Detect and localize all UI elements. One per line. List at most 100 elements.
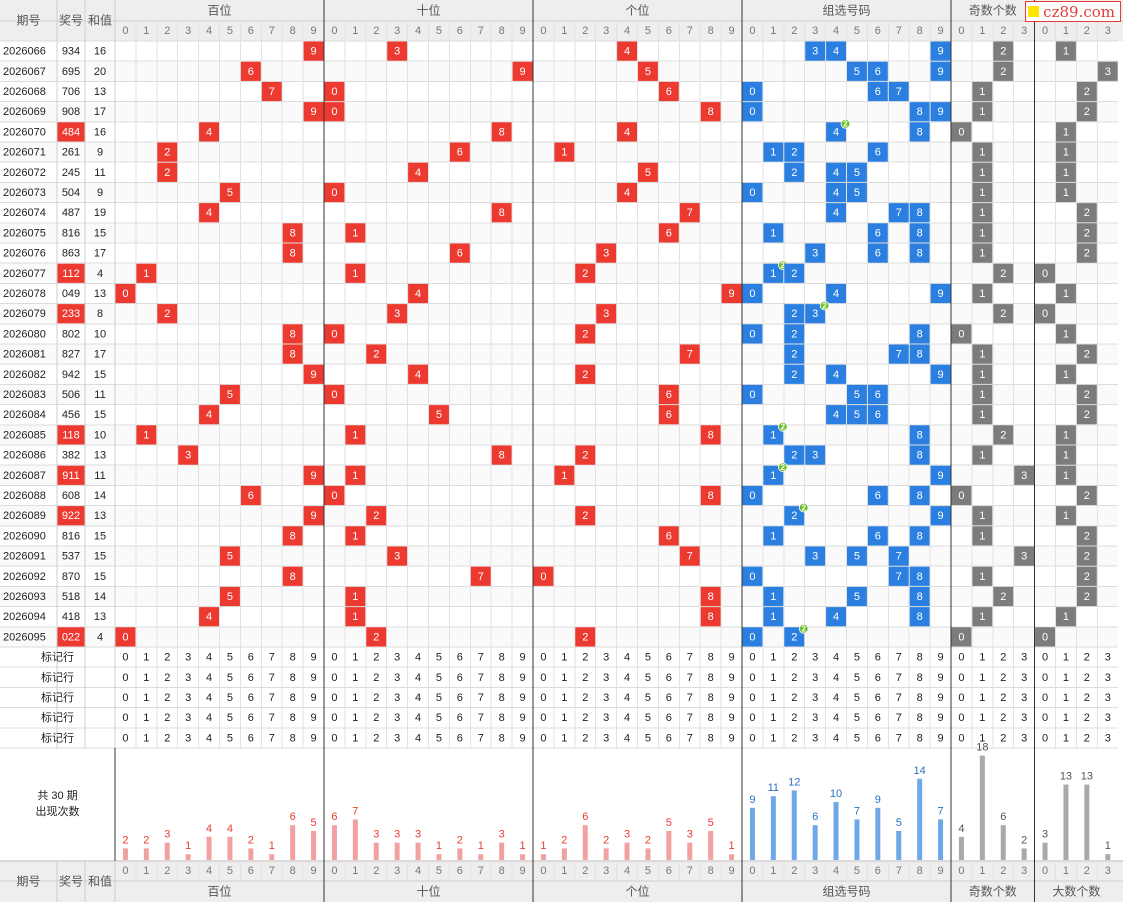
marker-cell: 0 xyxy=(749,732,755,744)
stat-value-odd: 2 xyxy=(1021,834,1027,846)
hit-tens-label: 4 xyxy=(415,288,421,300)
marker-cell: 2 xyxy=(582,672,588,684)
hit-group xyxy=(930,102,951,122)
hit-hundreds-label: 6 xyxy=(248,490,254,502)
hit-hundreds-label: 8 xyxy=(290,248,296,260)
hit-hundreds xyxy=(157,162,178,182)
hit-big-count xyxy=(1076,203,1097,223)
marker-row-label: 标记行 xyxy=(41,670,74,684)
stat-value-odd: 4 xyxy=(958,823,964,835)
hit-group xyxy=(784,162,805,182)
marker-cell: 0 xyxy=(749,652,755,664)
marker-cell: 0 xyxy=(958,672,964,684)
hit-hundreds xyxy=(303,465,324,485)
hit-big-count-label: 1 xyxy=(1063,46,1069,58)
row-prize: 487 xyxy=(62,207,80,219)
marker-cell: 1 xyxy=(143,652,149,664)
row-sum: 16 xyxy=(94,126,106,138)
row-prize: 870 xyxy=(62,571,80,583)
stat-value-units: 5 xyxy=(666,817,672,829)
marker-cell: 1 xyxy=(770,692,776,704)
stat-bar-big xyxy=(1063,784,1069,860)
marker-cell: 2 xyxy=(791,692,797,704)
stat-value-units: 2 xyxy=(603,834,609,846)
stat-bar-hundreds xyxy=(269,854,275,860)
stat-value-tens: 7 xyxy=(352,805,358,817)
marker-cell: 6 xyxy=(666,732,672,744)
header-col-tens-1: 1 xyxy=(352,25,358,37)
hit-big-count-label: 2 xyxy=(1084,490,1090,502)
hit-units-label: 8 xyxy=(708,429,714,441)
stat-value-hundreds: 2 xyxy=(122,834,128,846)
footer-col-hundreds-7: 7 xyxy=(269,865,275,877)
hit-tens-label: 1 xyxy=(352,429,358,441)
hit-tens-label: 5 xyxy=(436,409,442,421)
hit-group-label: 8 xyxy=(917,571,923,583)
hit-hundreds xyxy=(136,263,157,283)
repeat-badge xyxy=(777,462,788,473)
row-sum: 11 xyxy=(94,167,105,179)
hit-group-label: 9 xyxy=(937,470,943,482)
hit-hundreds xyxy=(261,81,282,102)
hit-tens xyxy=(324,485,345,506)
stat-bar-units xyxy=(666,831,672,860)
header-col-tens-0: 0 xyxy=(331,25,337,37)
marker-cell: 9 xyxy=(728,732,734,744)
hit-hundreds xyxy=(303,506,324,526)
marker-cell: 0 xyxy=(331,712,337,724)
stat-bar-group xyxy=(833,802,839,860)
hit-group-label: 2 xyxy=(791,349,797,361)
site-logo[interactable]: cz89.com xyxy=(1025,1,1121,22)
hit-tens xyxy=(387,304,408,324)
hit-hundreds-label: 3 xyxy=(185,450,191,462)
stat-bar-tens xyxy=(457,848,463,860)
hit-hundreds-label: 0 xyxy=(122,631,128,643)
hit-big-count xyxy=(1035,304,1055,324)
hit-group-label: 8 xyxy=(917,591,923,603)
stat-bar-units xyxy=(729,854,735,860)
hit-tens xyxy=(345,223,366,243)
row-prize: 112 xyxy=(62,268,80,280)
header-col-group-9: 9 xyxy=(937,25,943,37)
stat-value-tens: 3 xyxy=(499,829,505,841)
hit-big-count-label: 2 xyxy=(1084,248,1090,260)
marker-cell: 1 xyxy=(979,692,985,704)
row-sum: 10 xyxy=(94,328,106,340)
hit-group-label: 6 xyxy=(875,86,881,98)
stat-bar-hundreds xyxy=(143,848,149,860)
hit-units-label: 8 xyxy=(708,490,714,502)
marker-cell: 5 xyxy=(645,732,651,744)
hit-group xyxy=(909,324,930,344)
marker-cell: 3 xyxy=(1105,652,1111,664)
hit-big-count-label: 1 xyxy=(1063,611,1069,623)
row-sum: 15 xyxy=(94,409,106,421)
hit-tens xyxy=(408,283,428,304)
hit-group-label: 0 xyxy=(749,571,755,583)
stat-bar-group xyxy=(917,778,923,860)
row-issue: 2026075 xyxy=(3,227,46,239)
hit-big-count xyxy=(1076,344,1097,364)
hit-big-count xyxy=(1076,243,1097,263)
row-prize: 802 xyxy=(62,328,80,340)
marker-cell: 6 xyxy=(875,672,881,684)
hit-odd-count-label: 2 xyxy=(1000,268,1006,280)
footer-col-tens-3: 3 xyxy=(394,865,400,877)
marker-cell: 0 xyxy=(540,732,546,744)
stat-value-units: 3 xyxy=(624,829,630,841)
hit-odd-count xyxy=(951,122,972,142)
hit-odd-count xyxy=(951,485,972,506)
marker-cell: 7 xyxy=(896,652,902,664)
footer-col-odd-3: 3 xyxy=(1021,865,1027,877)
marker-cell: 2 xyxy=(1084,652,1090,664)
hit-units xyxy=(638,61,658,81)
marker-cell: 3 xyxy=(603,692,609,704)
row-prize: 942 xyxy=(62,369,80,381)
marker-cell: 1 xyxy=(561,692,567,704)
hit-big-count-label: 2 xyxy=(1084,349,1090,361)
marker-cell: 0 xyxy=(540,712,546,724)
hit-group-label: 7 xyxy=(896,571,902,583)
footer-col-big-2: 2 xyxy=(1084,865,1090,877)
hit-group xyxy=(888,546,909,566)
hit-odd-count-label: 2 xyxy=(1000,591,1006,603)
repeat-badge-count: 2 xyxy=(781,423,786,432)
